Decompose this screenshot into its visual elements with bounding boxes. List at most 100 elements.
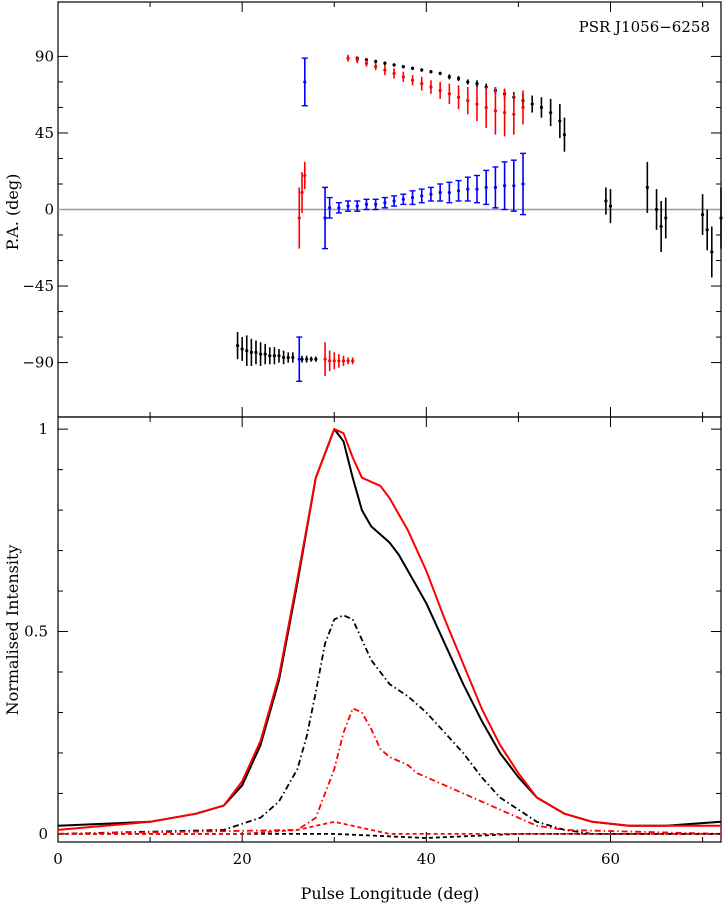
pa-tick-label: 45	[35, 124, 54, 142]
intensity-axis-label: Normalised Intensity	[3, 545, 22, 716]
pa-point	[503, 184, 507, 188]
pa-axis-label: P.A. (deg)	[3, 174, 22, 251]
pa-point	[401, 65, 405, 69]
pa-point	[303, 80, 307, 84]
pa-point	[392, 63, 396, 67]
pa-point	[521, 182, 525, 186]
pa-point	[549, 110, 553, 115]
pa-point	[346, 204, 350, 208]
pa-point	[240, 347, 244, 351]
intensity-profile-line	[57, 428, 722, 827]
pa-point	[383, 68, 387, 72]
pa-point	[272, 354, 276, 358]
pa-point	[297, 357, 301, 361]
pa-point	[341, 359, 346, 363]
pa-point	[300, 357, 304, 361]
pa-point	[719, 216, 723, 220]
pa-point	[429, 70, 433, 74]
intensity-profile-line	[57, 707, 722, 835]
pa-point	[438, 190, 442, 195]
pa-point	[521, 105, 525, 110]
pa-point	[410, 78, 415, 82]
pa-point	[410, 66, 415, 70]
pa-point	[710, 250, 714, 254]
pa-point	[383, 201, 387, 205]
pa-point	[300, 190, 304, 195]
pa-point	[700, 213, 705, 217]
pa-point	[355, 58, 359, 62]
pa-point	[447, 190, 451, 195]
intensity-tick-label: 1	[38, 420, 48, 438]
pa-point	[291, 355, 295, 360]
pa-point	[263, 352, 267, 356]
pa-point	[558, 119, 562, 123]
pa-point	[539, 105, 544, 110]
pa-point	[608, 204, 613, 208]
pa-point	[420, 82, 424, 86]
pa-tick-label: −90	[22, 354, 54, 372]
pa-point	[654, 207, 659, 212]
pa-point	[512, 184, 516, 188]
pa-point	[328, 206, 332, 210]
pa-point	[456, 95, 461, 99]
pa-point	[401, 75, 405, 79]
pa-point	[410, 195, 415, 200]
pa-point	[258, 352, 263, 356]
intensity-panel-frame	[57, 416, 722, 843]
x-tick-label: 20	[233, 850, 252, 868]
pa-point	[332, 359, 336, 363]
pa-point	[277, 354, 281, 358]
pa-point	[429, 192, 433, 196]
pa-point	[364, 61, 369, 65]
pa-point	[305, 357, 309, 361]
pa-point	[346, 56, 350, 60]
pa-point	[562, 133, 567, 137]
x-tick-label: 60	[601, 850, 620, 868]
pa-point	[438, 71, 442, 76]
intensity-tick-label: 0	[38, 825, 48, 843]
pa-point	[659, 224, 663, 229]
pa-point	[282, 355, 286, 360]
pa-point	[346, 359, 350, 363]
pa-point	[351, 359, 355, 363]
pa-point	[374, 202, 378, 206]
pa-point	[484, 185, 488, 189]
intensity-profile-line	[57, 614, 721, 835]
pa-point	[374, 59, 378, 64]
pa-point	[512, 112, 516, 116]
pa-point	[323, 216, 327, 220]
x-axis-label: Pulse Longitude (deg)	[301, 884, 480, 903]
pa-point	[484, 105, 488, 110]
pa-point	[328, 359, 332, 363]
pa-point	[364, 202, 369, 206]
pa-point	[268, 354, 272, 358]
pa-point	[466, 187, 470, 191]
pa-point	[466, 99, 470, 103]
pa-point	[475, 82, 479, 86]
pa-point	[604, 199, 608, 203]
pa-point	[235, 343, 240, 348]
pa-point	[456, 189, 461, 193]
x-tick-label: 40	[417, 850, 436, 868]
intensity-profile-line	[57, 428, 721, 831]
x-tick-label: 0	[53, 850, 63, 868]
pa-point	[254, 350, 258, 354]
pa-point	[438, 88, 442, 93]
pa-point	[355, 204, 359, 208]
pa-point	[705, 228, 709, 232]
pa-point	[530, 102, 534, 106]
pa-point	[383, 61, 387, 65]
pa-tick-label: 0	[44, 201, 54, 219]
pa-point	[420, 68, 424, 72]
pa-point	[323, 357, 327, 361]
pa-point	[374, 65, 378, 69]
pa-point	[447, 92, 451, 96]
pa-point	[664, 216, 668, 220]
pa-point	[297, 216, 301, 220]
pa-point	[245, 349, 249, 353]
pa-point	[475, 187, 479, 191]
pa-point	[309, 357, 313, 361]
pa-point	[392, 199, 396, 203]
pa-tick-label: −45	[22, 277, 54, 295]
